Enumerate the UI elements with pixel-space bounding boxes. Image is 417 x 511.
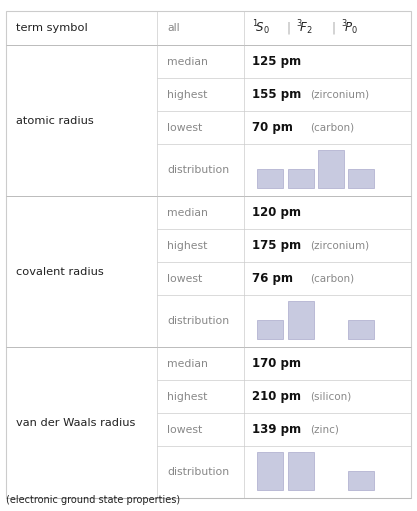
Text: $^3\!P_0$: $^3\!P_0$ [341,18,359,37]
Text: highest: highest [167,89,207,100]
Text: 175 pm: 175 pm [252,239,301,252]
Bar [349,169,374,188]
Text: $^3\!F_2$: $^3\!F_2$ [296,18,313,37]
Text: lowest: lowest [167,425,202,434]
Text: |: | [332,21,336,35]
Bar [257,169,283,188]
Text: (zirconium): (zirconium) [310,89,369,100]
Text: lowest: lowest [167,123,202,132]
Bar [288,169,314,188]
Text: (zinc): (zinc) [310,425,339,434]
Text: van der Waals radius: van der Waals radius [16,417,136,428]
Text: (carbon): (carbon) [310,123,354,132]
Text: lowest: lowest [167,273,202,284]
Bar [257,452,283,490]
Text: 70 pm: 70 pm [252,121,293,134]
Text: atomic radius: atomic radius [16,115,94,126]
Text: 155 pm: 155 pm [252,88,301,101]
Text: median: median [167,207,208,218]
Text: highest: highest [167,391,207,402]
Text: 139 pm: 139 pm [252,423,301,436]
Text: 76 pm: 76 pm [252,272,293,285]
Text: (electronic ground state properties): (electronic ground state properties) [6,495,180,505]
Bar [349,320,374,339]
Text: distribution: distribution [167,165,229,175]
Bar [288,452,314,490]
Text: median: median [167,359,208,368]
Text: median: median [167,57,208,66]
Text: (carbon): (carbon) [310,273,354,284]
Bar [257,320,283,339]
Bar [288,301,314,339]
Text: highest: highest [167,241,207,250]
Text: all: all [167,23,180,33]
Text: (silicon): (silicon) [310,391,351,402]
Text: distribution: distribution [167,467,229,477]
Text: (zirconium): (zirconium) [310,241,369,250]
Text: covalent radius: covalent radius [16,267,104,276]
Text: term symbol: term symbol [16,23,88,33]
Bar [349,471,374,490]
Text: 210 pm: 210 pm [252,390,301,403]
Text: 120 pm: 120 pm [252,206,301,219]
Text: |: | [287,21,291,35]
Text: $^1\!S_0$: $^1\!S_0$ [252,18,270,37]
Text: 170 pm: 170 pm [252,357,301,370]
Text: 125 pm: 125 pm [252,55,301,68]
Bar [318,150,344,188]
Text: distribution: distribution [167,316,229,326]
